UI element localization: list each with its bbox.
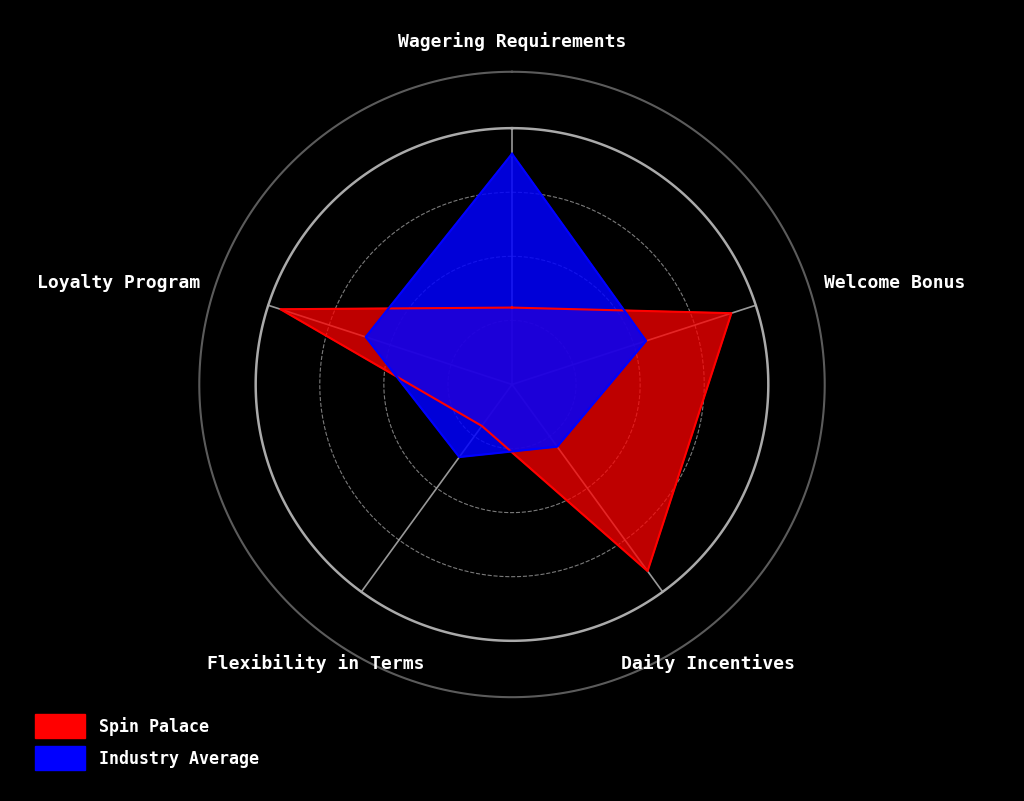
Text: Welcome Bonus: Welcome Bonus: [824, 274, 966, 292]
Legend: Spin Palace, Industry Average: Spin Palace, Industry Average: [29, 708, 265, 777]
Text: Flexibility in Terms: Flexibility in Terms: [208, 654, 425, 673]
Polygon shape: [366, 154, 646, 457]
Polygon shape: [281, 308, 731, 571]
Text: Wagering Requirements: Wagering Requirements: [397, 32, 627, 51]
Text: Daily Incentives: Daily Incentives: [621, 654, 795, 673]
Text: Loyalty Program: Loyalty Program: [37, 274, 200, 292]
